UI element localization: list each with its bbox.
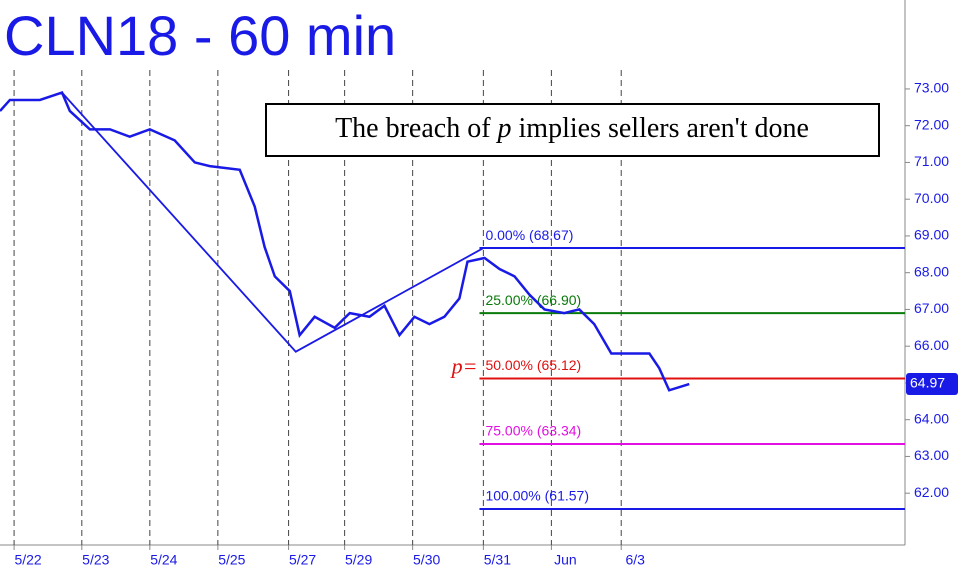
x-tick-label: 5/29	[345, 552, 372, 568]
p-marker: p=	[450, 354, 478, 379]
plot: 0.00% (68.67)25.00% (66.90)50.00% (65.12…	[0, 70, 905, 545]
y-tick-label: 70.00	[914, 190, 949, 206]
y-tick-label: 71.00	[914, 153, 949, 169]
fib-label: 100.00% (61.57)	[485, 488, 589, 504]
x-tick-label: Jun	[554, 552, 577, 568]
note-text: The breach of	[335, 113, 497, 144]
price-line	[0, 91, 690, 392]
last-value-label: 64.97	[910, 375, 945, 391]
x-tick-label: 5/31	[484, 552, 511, 568]
x-tick-label: 5/23	[82, 552, 109, 568]
fib-label: 75.00% (63.34)	[485, 423, 581, 439]
y-tick-label: 67.00	[914, 300, 949, 316]
note: The breach of p implies sellers aren't d…	[335, 113, 809, 144]
y-tick-label: 72.00	[914, 116, 949, 132]
fib-label: 0.00% (68.67)	[485, 227, 573, 243]
x-tick-label: 6/3	[625, 552, 645, 568]
note-text: p	[496, 113, 512, 144]
y-tick-label: 73.00	[914, 80, 949, 96]
y-tick-label: 66.00	[914, 337, 949, 353]
note-box	[265, 103, 880, 157]
last-value-box	[906, 373, 958, 396]
y-tick-label: 62.00	[914, 484, 949, 500]
x-tick-label: 5/30	[413, 552, 440, 568]
x-tick-label: 5/25	[218, 552, 245, 568]
x-tick-label: 5/22	[14, 552, 41, 568]
note-text: implies sellers aren't done	[512, 113, 809, 144]
x-tick-label: 5/24	[150, 552, 177, 568]
trendline	[61, 92, 484, 353]
chart-title: CLN18 - 60 min	[4, 4, 396, 67]
y-tick-label: 63.00	[914, 447, 949, 463]
fib-label: 50.00% (65.12)	[485, 357, 581, 373]
y-tick-label: 69.00	[914, 227, 949, 243]
y-tick-label: 68.00	[914, 263, 949, 279]
x-tick-label: 5/27	[289, 552, 316, 568]
y-tick-label: 64.00	[914, 410, 949, 426]
